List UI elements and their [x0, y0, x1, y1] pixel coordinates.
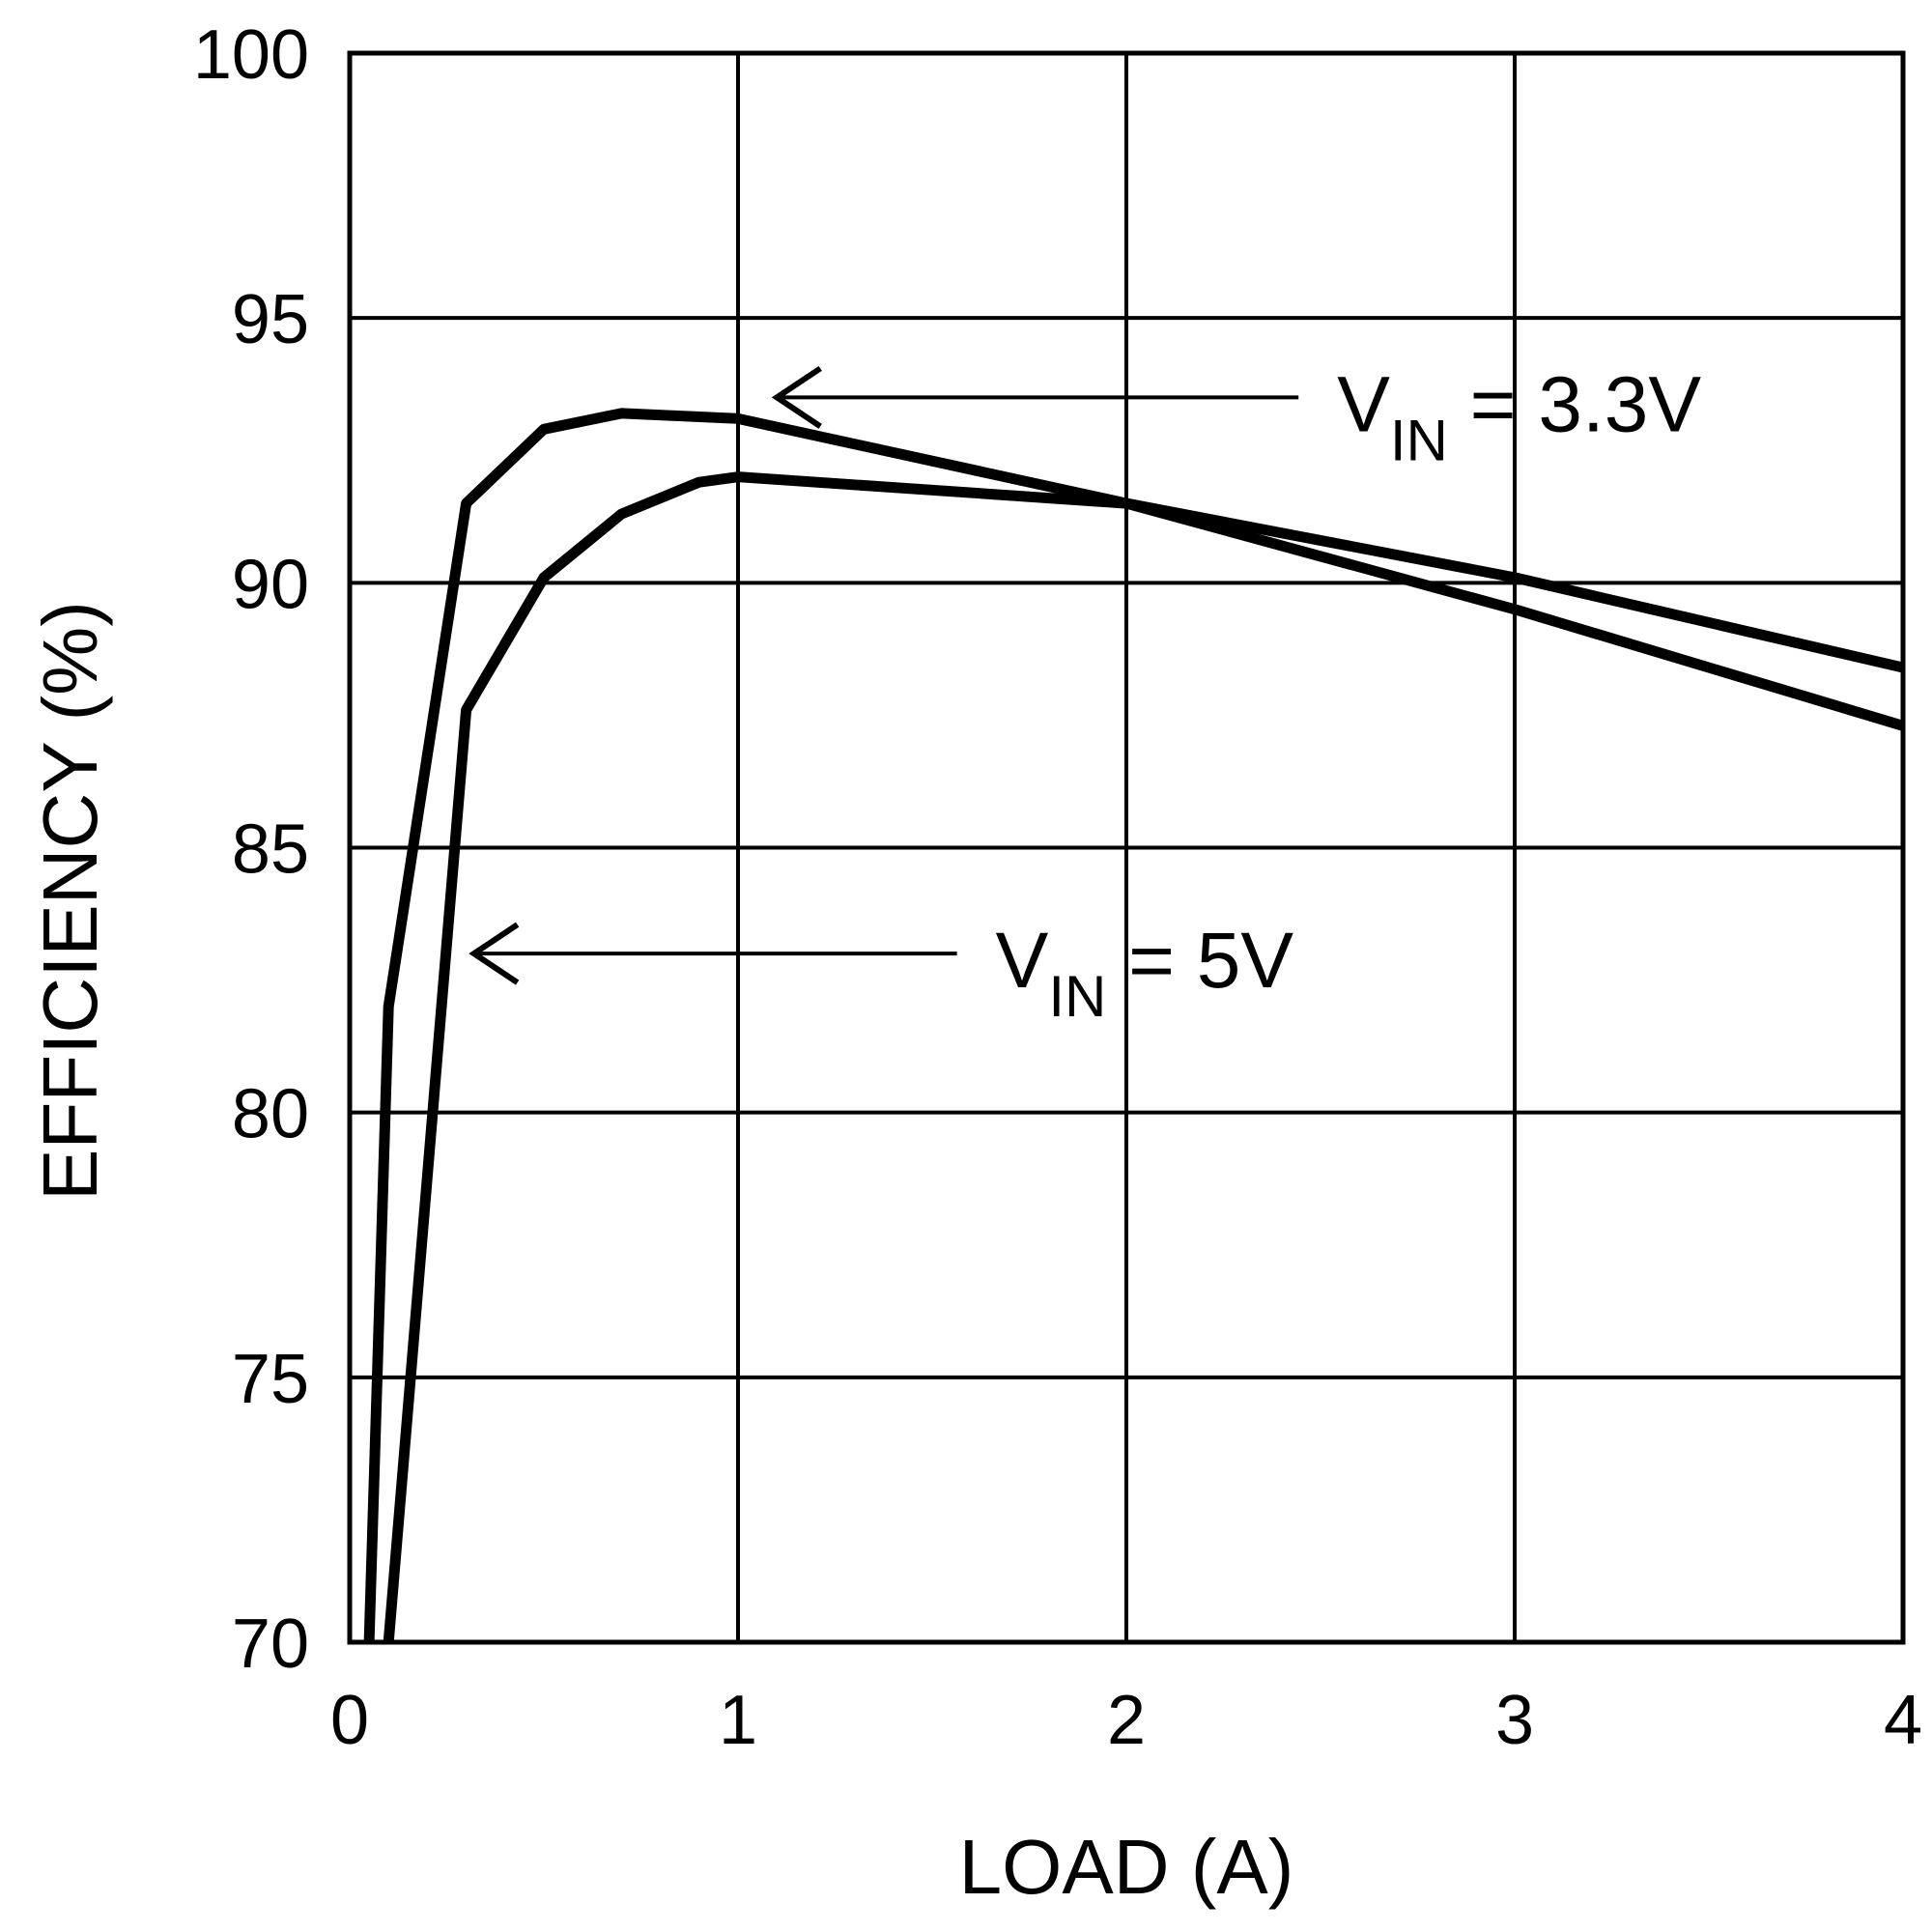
y-tick-label: 75 — [232, 1341, 309, 1418]
x-tick-labels: 0 1 2 3 4 — [330, 1682, 1922, 1759]
y-tick-label: 70 — [232, 1605, 309, 1683]
x-tick-label: 2 — [1107, 1682, 1146, 1759]
annotations: VIN = 3.3V VIN = 5V — [469, 360, 1701, 1029]
y-tick-label: 100 — [193, 16, 309, 94]
grid-lines — [350, 53, 1903, 1642]
plot-frame — [347, 50, 1906, 1645]
y-tick-label: 90 — [232, 546, 309, 623]
series-line-1 — [383, 471, 1905, 1643]
y-tick-labels: 70 75 80 85 90 95 100 — [193, 16, 309, 1683]
y-tick-label: 95 — [232, 281, 309, 358]
y-tick-label: 80 — [232, 1076, 309, 1153]
annotation-arrow-head — [469, 922, 520, 985]
annotation-arrow-head — [771, 365, 822, 429]
x-tick-label: 1 — [719, 1682, 757, 1759]
y-tick-label: 85 — [232, 811, 309, 889]
annotation-label: VIN = 3.3V — [1337, 360, 1701, 472]
y-axis-label: EFFICIENCY (%) — [27, 601, 113, 1201]
x-tick-label: 4 — [1884, 1682, 1922, 1759]
x-tick-label: 3 — [1495, 1682, 1534, 1759]
series-line-0 — [363, 408, 1905, 1643]
x-tick-label: 0 — [330, 1682, 369, 1759]
series-lines — [363, 408, 1905, 1643]
x-axis-label: LOAD (A) — [959, 1824, 1294, 1910]
annotation-label: VIN = 5V — [996, 917, 1294, 1029]
